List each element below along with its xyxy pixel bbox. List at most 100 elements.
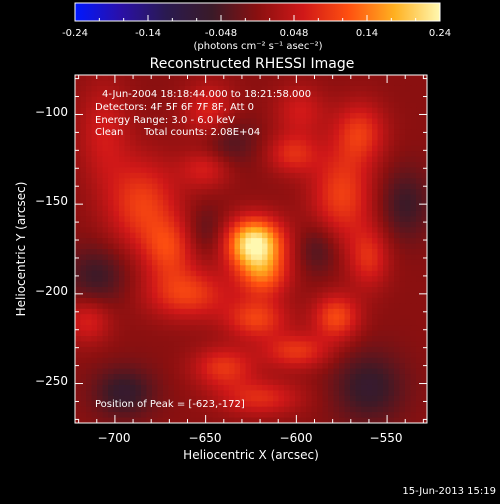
heatmap-cell: [262, 276, 269, 283]
heatmap-cell: [388, 113, 395, 120]
heatmap-cell: [421, 390, 427, 397]
heatmap-cell: [267, 238, 274, 245]
heatmap-cell: [399, 401, 406, 408]
heatmap-cell: [355, 189, 362, 196]
heatmap-cell: [383, 172, 390, 179]
heatmap-cell: [333, 156, 340, 163]
heatmap-cell: [372, 390, 379, 397]
heatmap-cell: [135, 210, 142, 217]
heatmap-cell: [344, 325, 351, 332]
heatmap-cell: [306, 308, 313, 315]
heatmap-cell: [399, 368, 406, 375]
heatmap-cell: [113, 254, 120, 261]
heatmap-cell: [366, 363, 373, 370]
heatmap-cell: [157, 249, 164, 256]
heatmap-cell: [108, 281, 115, 288]
heatmap-cell: [75, 232, 82, 239]
heatmap-cell: [245, 145, 252, 152]
heatmap-cell: [350, 249, 357, 256]
heatmap-cell: [399, 292, 406, 299]
heatmap-cell: [135, 216, 142, 223]
heatmap-cell: [295, 297, 302, 304]
heatmap-cell: [383, 210, 390, 217]
heatmap-cell: [245, 325, 252, 332]
heatmap-cell: [311, 85, 318, 92]
heatmap-cell: [410, 336, 417, 343]
heatmap-cell: [108, 417, 115, 423]
heatmap-cell: [174, 363, 181, 370]
heatmap-cell: [394, 243, 401, 250]
heatmap-cell: [273, 216, 280, 223]
heatmap-cell: [416, 91, 423, 98]
heatmap-cell: [372, 368, 379, 375]
heatmap-cell: [168, 363, 175, 370]
heatmap-cell: [185, 227, 192, 234]
heatmap-cell: [333, 113, 340, 120]
heatmap-cell: [201, 379, 208, 386]
heatmap-cell: [284, 346, 291, 353]
heatmap-cell: [163, 357, 170, 364]
heatmap-cell: [190, 292, 197, 299]
heatmap-cell: [146, 238, 153, 245]
heatmap-cell: [185, 75, 192, 82]
heatmap-cell: [91, 287, 98, 294]
y-tick-label-2: −200: [35, 284, 68, 298]
heatmap-cell: [394, 210, 401, 217]
heatmap-cell: [399, 167, 406, 174]
heatmap-cell: [284, 292, 291, 299]
heatmap-cell: [86, 395, 93, 402]
heatmap-cell: [135, 265, 142, 272]
heatmap-cell: [86, 102, 93, 109]
heatmap-cell: [355, 151, 362, 158]
heatmap-cell: [190, 189, 197, 196]
heatmap-cell: [207, 96, 214, 103]
heatmap-cell: [251, 178, 258, 185]
heatmap-cell: [86, 151, 93, 158]
heatmap-cell: [289, 390, 296, 397]
heatmap-cell: [333, 270, 340, 277]
heatmap-cell: [388, 297, 395, 304]
heatmap-cell: [102, 406, 109, 413]
heatmap-cell: [75, 249, 82, 256]
heatmap-cell: [229, 194, 236, 201]
heatmap-cell: [273, 341, 280, 348]
heatmap-cell: [344, 417, 351, 423]
heatmap-cell: [130, 200, 137, 207]
heatmap-cell: [383, 167, 390, 174]
heatmap-cell: [146, 221, 153, 228]
heatmap-cell: [190, 390, 197, 397]
heatmap-cell: [262, 96, 269, 103]
heatmap-cell: [311, 336, 318, 343]
heatmap-cell: [278, 210, 285, 217]
heatmap-cell: [80, 75, 87, 82]
heatmap-cell: [377, 314, 384, 321]
heatmap-cell: [394, 178, 401, 185]
heatmap-cell: [234, 134, 241, 141]
heatmap-cell: [130, 172, 137, 179]
heatmap-cell: [388, 145, 395, 152]
heatmap-cell: [267, 330, 274, 337]
heatmap-cell: [394, 183, 401, 190]
heatmap-cell: [251, 145, 258, 152]
heatmap-cell: [185, 80, 192, 87]
heatmap-cell: [322, 368, 329, 375]
heatmap-cell: [245, 129, 252, 136]
heatmap-cell: [262, 314, 269, 321]
heatmap-cell: [355, 85, 362, 92]
heatmap-cell: [223, 265, 230, 272]
heatmap-cell: [229, 352, 236, 359]
heatmap-cell: [372, 265, 379, 272]
heatmap-cell: [273, 96, 280, 103]
heatmap-cell: [141, 314, 148, 321]
heatmap-cell: [168, 259, 175, 266]
heatmap-cell: [344, 270, 351, 277]
heatmap-cell: [146, 134, 153, 141]
heatmap-cell: [157, 319, 164, 326]
heatmap-cell: [174, 341, 181, 348]
heatmap-cell: [333, 308, 340, 315]
heatmap-cell: [300, 243, 307, 250]
heatmap-cell: [322, 346, 329, 353]
heatmap-cell: [289, 183, 296, 190]
heatmap-cell: [262, 221, 269, 228]
heatmap-cell: [75, 145, 82, 152]
